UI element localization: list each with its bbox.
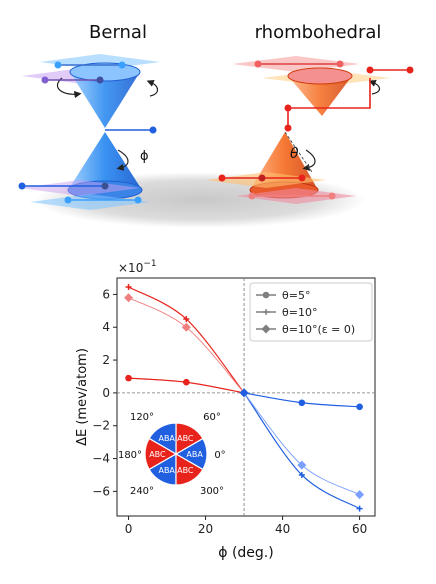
x-tick-label: 0 <box>125 522 133 536</box>
bernal-atom <box>54 61 62 69</box>
y-tick-label: −4 <box>92 452 110 466</box>
y-tick-label: −6 <box>92 484 110 498</box>
x-tick-label: 40 <box>275 522 290 536</box>
series-diamond <box>124 293 365 500</box>
wheel-angle-label: 0° <box>214 450 225 461</box>
plot-frame <box>116 277 376 517</box>
bernal-rotation-arrow-phi <box>116 149 129 171</box>
bernal-atom <box>18 182 26 190</box>
rhombo-upper-cone <box>288 76 352 116</box>
x-tick-label: 20 <box>198 522 213 536</box>
rhombohedral-illustration: rhombohedral θ <box>206 22 414 204</box>
data-point-diamond <box>355 490 365 500</box>
y-tick-label: 0 <box>102 386 110 400</box>
x-axis-label: ϕ (deg.) <box>218 545 273 561</box>
series-layer <box>124 284 365 512</box>
series-line-right <box>243 392 360 510</box>
data-point-circle <box>262 291 270 299</box>
series-line-left <box>128 286 245 394</box>
rhombo-atom <box>406 66 414 74</box>
wheel-angle-label: 120° <box>130 412 154 423</box>
series-line-right <box>243 392 360 496</box>
rhombo-atom <box>336 60 344 68</box>
wheel-sector-label: ABA <box>158 466 175 475</box>
reference-lines <box>117 278 375 516</box>
bernal-atom <box>149 126 157 134</box>
wheel-sector-label: ABC <box>177 466 194 475</box>
bernal-atom <box>41 76 49 84</box>
top-illustration: Bernal ϕ <box>18 22 414 228</box>
y-tick-label: 6 <box>102 287 110 301</box>
data-point-diamond <box>261 324 271 334</box>
x-tick-label: 60 <box>352 522 367 536</box>
wheel-sector-label: ABA <box>158 434 175 443</box>
rhombo-theta-label: θ <box>290 146 299 162</box>
bernal-bottom-plane-blue <box>30 194 150 210</box>
bernal-bottom-plane-purple <box>20 180 140 196</box>
bernal-lower-cone <box>68 132 142 190</box>
legend: θ=5° θ=10° θ=10°(ε = 0) <box>249 282 373 342</box>
bernal-atom <box>134 196 142 204</box>
legend-label: θ=10° <box>282 306 317 319</box>
wheel-sector <box>175 452 204 486</box>
bernal-rotation-arrow-top-right <box>146 79 159 97</box>
bernal-atom <box>118 61 126 69</box>
bernal-title: Bernal <box>89 22 147 43</box>
data-point-diamond <box>239 388 249 398</box>
data-point-circle <box>356 403 363 411</box>
rhombohedral-title: rhombohedral <box>255 22 382 43</box>
y-tick-label: 4 <box>102 320 110 334</box>
legend-label: θ=5° <box>282 289 310 302</box>
wheel-angle-label: 240° <box>130 486 154 497</box>
wheel-angle-label: 180° <box>118 450 142 461</box>
bernal-illustration: Bernal ϕ <box>18 22 160 210</box>
wheel-angle-label: 60° <box>203 412 221 423</box>
wheel-angle-label: 300° <box>200 486 224 497</box>
data-point-circle <box>298 399 306 407</box>
rhombo-tilt-axis <box>284 131 313 173</box>
y-tick-label: −2 <box>92 419 110 433</box>
rhombo-upper-cone-rim <box>287 67 353 85</box>
wheel-sector-label: ABA <box>186 450 203 459</box>
bernal-upper-cone <box>70 72 140 128</box>
bernal-phi-label: ϕ <box>140 149 149 164</box>
legend-label: θ=10°(ε = 0) <box>282 323 355 336</box>
rhombo-bond-mid <box>287 78 371 128</box>
series-circle <box>125 374 363 411</box>
rhombo-atom <box>284 104 292 112</box>
rhombo-atom <box>328 192 336 200</box>
y-multiplier: ×10−1 <box>118 259 157 275</box>
rhombo-atom <box>248 192 256 200</box>
rhombo-atom <box>258 174 266 182</box>
rhombo-atom <box>254 60 262 68</box>
y-axis-label: ΔE (mev/atom) <box>75 348 90 446</box>
data-point-diamond <box>181 322 191 332</box>
rhombo-bottom-plane-orange <box>206 172 326 188</box>
bernal-atom <box>64 196 72 204</box>
y-tick-label: 2 <box>102 353 110 367</box>
rhombo-atom <box>218 174 226 182</box>
rhombo-atom <box>284 124 292 132</box>
bernal-atom <box>96 76 104 84</box>
data-point-diamond <box>297 460 307 470</box>
rhombo-rotation-arrow-top <box>368 79 381 95</box>
data-point-circle <box>125 374 132 382</box>
series-plus <box>125 284 363 512</box>
energy-chart: ×10−1 ϕ (deg.) ΔE (mev/atom) 0 20 40 606420… <box>75 259 376 561</box>
rhombo-atom <box>298 174 306 182</box>
rhombo-atom <box>366 66 374 74</box>
legend-box <box>249 282 373 342</box>
data-point-diamond <box>124 293 134 303</box>
bernal-atom <box>101 182 109 190</box>
wheel-sector-label: ABC <box>149 450 166 459</box>
wheel-sector-label: ABC <box>177 434 194 443</box>
data-point-circle <box>183 378 190 386</box>
